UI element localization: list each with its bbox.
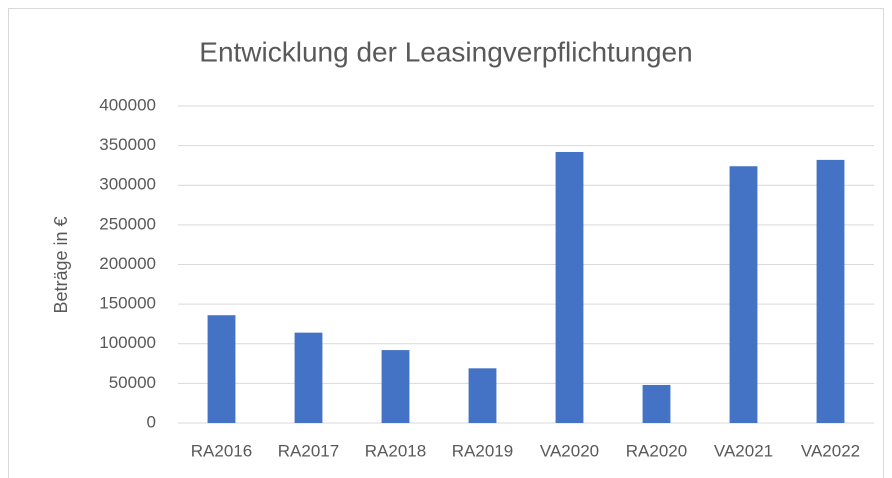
x-tick-label: RA2019	[452, 441, 513, 460]
y-tick-label: 350000	[99, 135, 156, 154]
y-tick-label: 250000	[99, 214, 156, 233]
bar	[381, 350, 410, 423]
bar	[642, 384, 671, 423]
y-tick-label: 150000	[99, 294, 156, 313]
bar	[555, 151, 584, 423]
bar	[816, 159, 845, 423]
y-tick-label: 300000	[99, 175, 156, 194]
x-tick-label: VA2020	[540, 441, 599, 460]
y-tick-label: 50000	[109, 373, 156, 392]
x-tick-label: RA2020	[626, 441, 687, 460]
y-tick-label: 400000	[99, 95, 156, 114]
x-tick-label: VA2022	[801, 441, 860, 460]
y-tick-label: 200000	[99, 254, 156, 273]
y-tick-label: 100000	[99, 333, 156, 352]
y-tick-label: 0	[147, 412, 156, 431]
x-tick-label: RA2017	[278, 441, 339, 460]
bar	[468, 368, 497, 423]
x-tick-label: RA2018	[365, 441, 426, 460]
y-axis-title: Beträge in €	[51, 216, 71, 313]
bar	[729, 166, 758, 424]
x-tick-label: RA2016	[191, 441, 252, 460]
x-tick-label: VA2021	[714, 441, 773, 460]
bar	[294, 332, 323, 423]
bar	[207, 315, 236, 423]
chart-title: Entwicklung der Leasingverpflichtungen	[199, 36, 692, 67]
